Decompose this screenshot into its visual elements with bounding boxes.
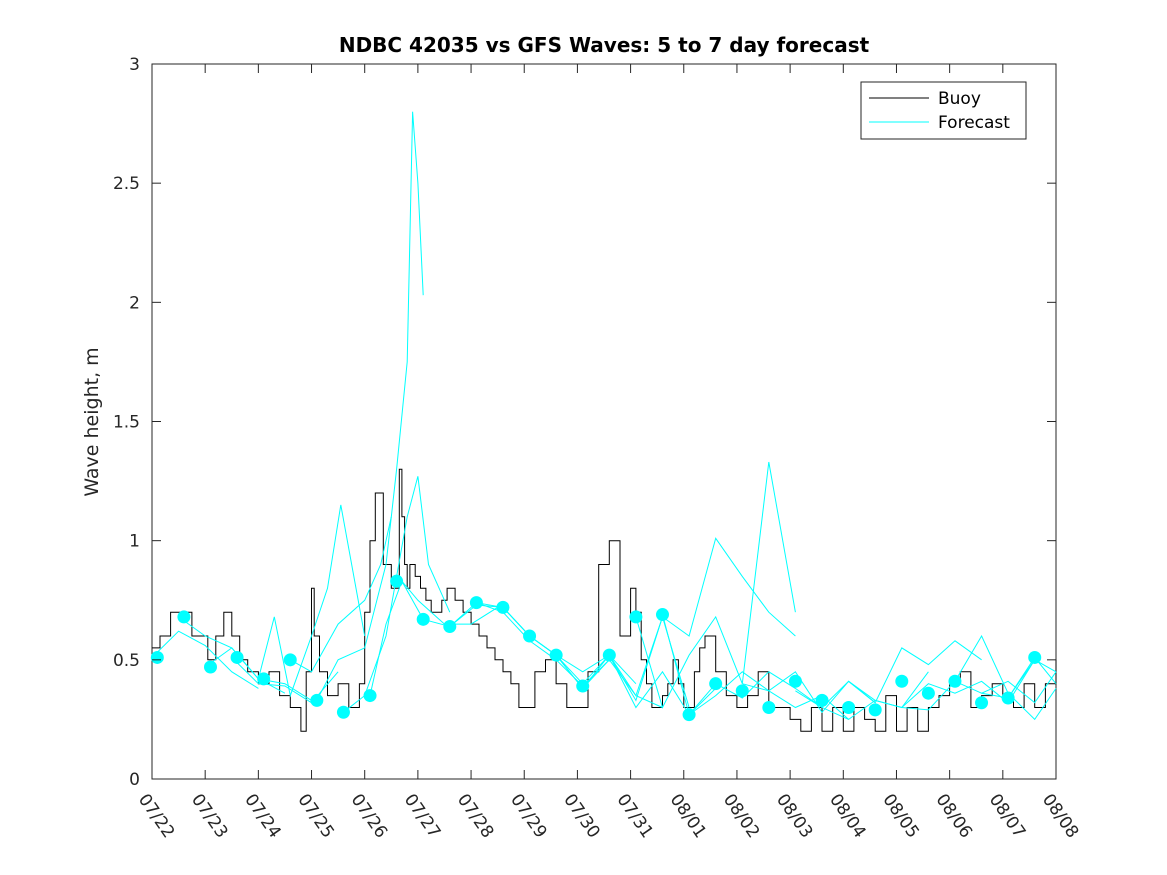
forecast-marker — [336, 705, 350, 719]
y-tick-label: 2.5 — [113, 174, 140, 194]
y-tick-label: 1.5 — [113, 413, 140, 433]
forecast-marker — [576, 679, 590, 693]
forecast-marker — [682, 708, 696, 722]
forecast-marker — [1028, 650, 1042, 664]
forecast-marker — [443, 619, 457, 633]
forecast-marker — [496, 600, 510, 614]
forecast-marker — [1001, 691, 1015, 705]
y-tick-label: 0.5 — [113, 651, 140, 671]
forecast-marker — [203, 660, 217, 674]
buoy-series-line — [152, 468, 1057, 732]
forecast-marker — [629, 610, 643, 624]
forecast-marker — [416, 612, 430, 626]
forecast-series-line-14 — [529, 635, 717, 716]
forecast-marker — [283, 653, 297, 667]
forecast-series-line-6 — [290, 516, 392, 673]
forecast-marker — [921, 686, 935, 700]
forecast-marker — [655, 608, 669, 622]
forecast-marker — [390, 574, 404, 588]
forecast-marker — [975, 696, 989, 710]
forecast-marker — [948, 674, 962, 688]
forecast-marker — [230, 650, 244, 664]
forecast-marker — [735, 684, 749, 698]
forecast-series-line-7 — [316, 111, 424, 701]
forecast-marker — [602, 648, 616, 662]
y-tick-label: 2 — [129, 293, 140, 313]
plot-area — [150, 63, 1057, 780]
forecast-marker — [868, 703, 882, 717]
forecast-marker — [363, 689, 377, 703]
y-tick-label: 0 — [129, 770, 140, 790]
legend: Buoy Forecast — [860, 81, 1027, 140]
forecast-series-line-15 — [608, 537, 796, 697]
y-tick-label: 3 — [129, 55, 140, 75]
legend-buoy-label: Buoy — [938, 89, 981, 109]
forecast-marker — [150, 650, 164, 664]
forecast-marker — [815, 693, 829, 707]
forecast-marker — [523, 629, 537, 643]
forecast-marker — [895, 674, 909, 688]
forecast-series-line-4 — [231, 657, 339, 704]
forecast-marker — [762, 701, 776, 714]
legend-forecast-label: Forecast — [938, 113, 1010, 133]
forecast-marker — [257, 672, 271, 686]
y-axis-label: Wave height, m — [81, 347, 103, 496]
forecast-marker — [469, 596, 483, 610]
forecast-marker — [842, 701, 856, 714]
chart-title: NDBC 42035 vs GFS Waves: 5 to 7 day fore… — [339, 33, 870, 57]
forecast-marker — [549, 648, 563, 662]
forecast-marker — [709, 677, 723, 691]
y-axis: 0 0.5 1 1.5 2 2.5 3 — [113, 55, 1056, 790]
forecast-series-line-1 — [151, 630, 259, 689]
forecast-series-line-18 — [688, 671, 876, 716]
forecast-series-line-16 — [635, 461, 796, 709]
forecast-series-line-24 — [981, 659, 1057, 699]
forecast-series-line-9 — [369, 580, 504, 696]
legend-box — [860, 81, 1027, 140]
forecast-series-line-5 — [257, 504, 366, 698]
forecast-marker — [788, 674, 802, 688]
y-tick-label: 1 — [129, 532, 140, 552]
forecast-marker — [177, 610, 191, 624]
forecast-marker — [310, 693, 324, 707]
